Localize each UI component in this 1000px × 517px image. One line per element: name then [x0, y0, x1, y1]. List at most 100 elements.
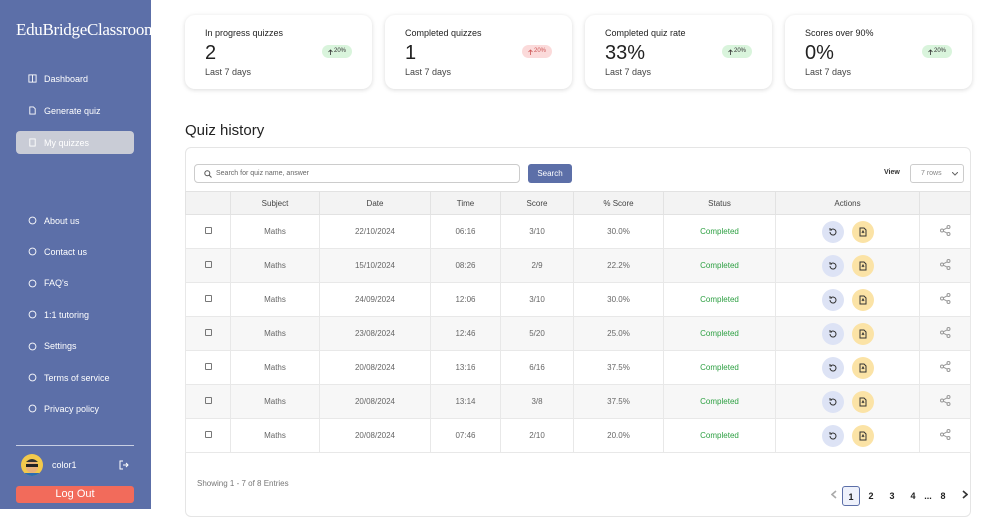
page-button[interactable]: 2: [868, 491, 874, 501]
icon: [29, 138, 36, 147]
share-button[interactable]: [939, 429, 951, 440]
retry-button[interactable]: [821, 322, 844, 345]
report-button[interactable]: [851, 254, 874, 277]
report-button[interactable]: [851, 424, 874, 447]
cell: 2/10: [500, 418, 574, 453]
view-select[interactable]: 7 rows: [910, 164, 964, 183]
nav-item[interactable]: Terms of service: [16, 366, 134, 389]
cell: 3/10: [500, 282, 574, 317]
change-value: 20%: [933, 48, 946, 54]
report-button[interactable]: [851, 390, 874, 413]
header-cell: Score: [500, 191, 574, 215]
checkbox[interactable]: [204, 397, 212, 404]
search-input[interactable]: Search for quiz name, answer: [194, 164, 520, 183]
retry-button[interactable]: [821, 288, 844, 311]
logout-button[interactable]: Log Out: [16, 486, 134, 503]
retry-button[interactable]: [821, 390, 844, 413]
label: Settings: [44, 341, 77, 352]
cell: Maths: [230, 384, 320, 419]
view-label: View: [884, 169, 900, 176]
cell: [775, 316, 920, 351]
search-button[interactable]: Search: [528, 164, 572, 183]
brand[interactable]: EduBridgeClassroom: [16, 20, 157, 39]
retry-button[interactable]: [821, 356, 844, 379]
report-button[interactable]: [851, 220, 874, 243]
page-button[interactable]: 3: [889, 491, 895, 501]
cell: [919, 418, 971, 453]
nav-item[interactable]: 1:1 tutoring: [16, 303, 134, 326]
table: Subject Date Time Score% Score Status Actions…: [185, 191, 971, 453]
share-button[interactable]: [939, 225, 951, 236]
report-button[interactable]: [851, 322, 874, 345]
checkbox[interactable]: [204, 431, 212, 438]
checkbox[interactable]: [204, 227, 212, 234]
nav-item[interactable]: About us: [16, 209, 134, 232]
table-row: Maths 20/08/2024 13:16 6/16 37.5% Completed: [185, 350, 971, 385]
cell: [775, 350, 920, 385]
retry-button[interactable]: [821, 220, 844, 243]
cell: 3/10: [500, 214, 574, 249]
nav-item[interactable]: Settings: [16, 335, 134, 358]
share-button[interactable]: [939, 361, 951, 372]
divider: [16, 445, 134, 446]
table-row: Maths 22/10/2024 06:16 3/10 30.0% Completed: [185, 214, 971, 249]
stat-card: Completed quiz rate 33% Last 7 days 20%: [585, 15, 772, 89]
cell: 37.5%: [573, 350, 664, 385]
checkbox[interactable]: [204, 261, 212, 268]
cell: [185, 316, 231, 351]
share-button[interactable]: [939, 327, 951, 338]
share-button[interactable]: [939, 395, 951, 406]
header-cell: Date: [319, 191, 431, 215]
cell: 22/10/2024: [319, 214, 431, 249]
page-arrow[interactable]: [825, 486, 843, 506]
stat-card: Completed quizzes 1 Last 7 days 20%: [385, 15, 572, 89]
cell: [185, 248, 231, 283]
cell: 6/16: [500, 350, 574, 385]
cell: [919, 384, 971, 419]
label: Privacy policy: [44, 403, 100, 414]
logout-icon[interactable]: [119, 460, 129, 470]
cell: Maths: [230, 316, 320, 351]
cell: [919, 214, 971, 249]
icon: [28, 310, 37, 319]
cell: Completed: [663, 316, 776, 351]
cell: Maths: [230, 282, 320, 317]
stat-title: Scores over 90%: [805, 28, 874, 38]
cell: Completed: [663, 214, 776, 249]
cell: [919, 350, 971, 385]
page-arrow[interactable]: [956, 486, 974, 506]
page-button[interactable]: 4: [910, 491, 916, 501]
nav-item[interactable]: Dashboard: [16, 67, 134, 90]
cell: Maths: [230, 214, 320, 249]
icon: [28, 74, 37, 83]
report-button[interactable]: [851, 356, 874, 379]
page-button[interactable]: 8: [940, 491, 946, 501]
stat-title: Completed quizzes: [405, 28, 482, 38]
nav-item[interactable]: My quizzes: [16, 131, 134, 154]
cell: Completed: [663, 248, 776, 283]
cell: 23/08/2024: [319, 316, 431, 351]
report-button[interactable]: [851, 288, 874, 311]
page-button[interactable]: 1: [842, 486, 860, 506]
share-button[interactable]: [939, 293, 951, 304]
change-badge: 20%: [721, 45, 752, 58]
cell: [185, 282, 231, 317]
cell: Completed: [663, 384, 776, 419]
nav-item[interactable]: FAQ's: [16, 272, 134, 295]
header-cell: [185, 191, 231, 215]
change-value: 20%: [733, 48, 746, 54]
share-button[interactable]: [939, 259, 951, 270]
nav-item[interactable]: Contact us: [16, 240, 134, 263]
cell: 22.2%: [573, 248, 664, 283]
cell: 08:26: [430, 248, 501, 283]
cell: 06:16: [430, 214, 501, 249]
stat-period: Last 7 days: [405, 67, 452, 77]
nav-item[interactable]: Generate quiz: [16, 99, 134, 122]
retry-button[interactable]: [821, 254, 844, 277]
checkbox[interactable]: [204, 295, 212, 302]
checkbox[interactable]: [204, 363, 212, 370]
retry-button[interactable]: [821, 424, 844, 447]
checkbox[interactable]: [204, 329, 212, 336]
nav-item[interactable]: Privacy policy: [16, 397, 134, 420]
label: FAQ's: [44, 278, 69, 289]
